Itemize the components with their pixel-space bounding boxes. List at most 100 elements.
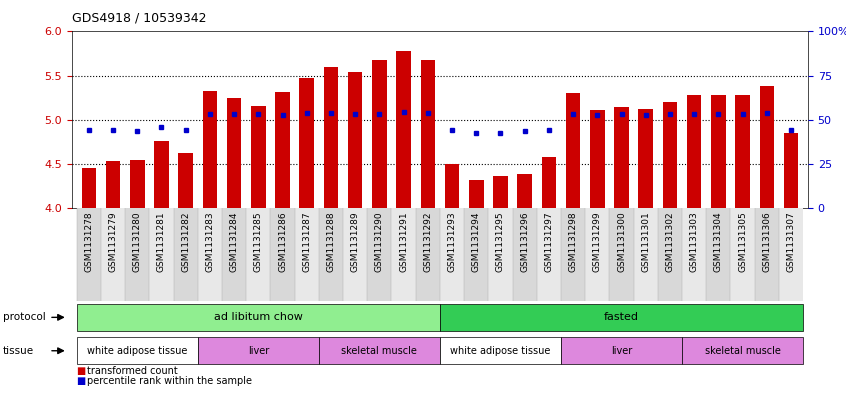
FancyBboxPatch shape <box>440 338 561 364</box>
Text: GSM1131292: GSM1131292 <box>423 211 432 272</box>
Bar <box>125 208 150 301</box>
Text: GSM1131287: GSM1131287 <box>302 211 311 272</box>
Text: GSM1131291: GSM1131291 <box>399 211 408 272</box>
Bar <box>198 208 222 301</box>
Text: GSM1131301: GSM1131301 <box>641 211 651 272</box>
Text: GSM1131302: GSM1131302 <box>666 211 674 272</box>
Text: GSM1131282: GSM1131282 <box>181 211 190 272</box>
Text: GSM1131278: GSM1131278 <box>85 211 93 272</box>
Text: percentile rank within the sample: percentile rank within the sample <box>87 376 252 386</box>
Bar <box>420 60 435 208</box>
Bar <box>634 208 658 301</box>
Bar <box>561 208 585 301</box>
Bar <box>469 180 484 208</box>
FancyBboxPatch shape <box>561 338 682 364</box>
Text: GSM1131299: GSM1131299 <box>593 211 602 272</box>
Bar <box>783 133 799 208</box>
Bar <box>609 208 634 301</box>
Text: liver: liver <box>248 346 269 356</box>
Bar <box>779 208 803 301</box>
Bar <box>662 102 677 208</box>
Bar <box>682 208 706 301</box>
Bar <box>294 208 319 301</box>
Bar <box>372 60 387 208</box>
Text: GSM1131280: GSM1131280 <box>133 211 142 272</box>
Bar <box>711 95 726 208</box>
FancyBboxPatch shape <box>77 304 440 331</box>
Bar <box>77 208 101 301</box>
FancyBboxPatch shape <box>319 338 440 364</box>
Bar <box>203 91 217 208</box>
Text: GSM1131307: GSM1131307 <box>787 211 795 272</box>
Text: tissue: tissue <box>3 346 34 356</box>
Bar <box>81 169 96 208</box>
Text: GSM1131293: GSM1131293 <box>448 211 457 272</box>
Text: GSM1131289: GSM1131289 <box>351 211 360 272</box>
FancyBboxPatch shape <box>440 304 803 331</box>
Text: GSM1131283: GSM1131283 <box>206 211 214 272</box>
Text: protocol: protocol <box>3 312 46 322</box>
Text: GSM1131304: GSM1131304 <box>714 211 722 272</box>
Bar <box>755 208 779 301</box>
Text: GSM1131288: GSM1131288 <box>327 211 336 272</box>
Text: GSM1131305: GSM1131305 <box>738 211 747 272</box>
Bar <box>179 152 193 208</box>
Text: ■: ■ <box>76 367 85 376</box>
Bar <box>343 208 367 301</box>
Text: GSM1131281: GSM1131281 <box>157 211 166 272</box>
Bar <box>299 78 314 208</box>
Text: ad libitum chow: ad libitum chow <box>214 312 303 322</box>
Bar <box>130 160 145 208</box>
Bar <box>348 72 362 208</box>
Bar <box>251 106 266 208</box>
Bar <box>614 107 629 208</box>
Bar <box>324 67 338 208</box>
Bar <box>415 208 440 301</box>
Text: GSM1131279: GSM1131279 <box>108 211 118 272</box>
Bar <box>735 95 750 208</box>
Bar <box>396 51 411 208</box>
FancyBboxPatch shape <box>682 338 803 364</box>
Bar <box>392 208 415 301</box>
Bar <box>730 208 755 301</box>
Bar <box>658 208 682 301</box>
Bar <box>590 110 605 208</box>
Text: GSM1131296: GSM1131296 <box>520 211 529 272</box>
FancyBboxPatch shape <box>198 338 319 364</box>
Text: GDS4918 / 10539342: GDS4918 / 10539342 <box>72 12 206 25</box>
Text: GSM1131295: GSM1131295 <box>496 211 505 272</box>
Text: GSM1131303: GSM1131303 <box>689 211 699 272</box>
Text: GSM1131300: GSM1131300 <box>617 211 626 272</box>
Bar <box>319 208 343 301</box>
Bar <box>687 95 701 208</box>
Text: transformed count: transformed count <box>87 367 178 376</box>
Bar <box>566 94 580 208</box>
Bar <box>518 174 532 208</box>
Bar <box>513 208 536 301</box>
Text: liver: liver <box>611 346 632 356</box>
Bar <box>246 208 271 301</box>
Text: GSM1131306: GSM1131306 <box>762 211 772 272</box>
Bar <box>706 208 730 301</box>
Text: GSM1131290: GSM1131290 <box>375 211 384 272</box>
Text: white adipose tissue: white adipose tissue <box>87 346 188 356</box>
Text: white adipose tissue: white adipose tissue <box>450 346 551 356</box>
Text: GSM1131286: GSM1131286 <box>278 211 287 272</box>
Text: GSM1131298: GSM1131298 <box>569 211 578 272</box>
Bar <box>639 109 653 208</box>
FancyBboxPatch shape <box>77 338 198 364</box>
Bar <box>106 162 120 208</box>
Bar <box>445 164 459 208</box>
Text: GSM1131294: GSM1131294 <box>472 211 481 272</box>
Bar <box>440 208 464 301</box>
Bar <box>585 208 609 301</box>
Bar <box>760 86 774 208</box>
Text: fasted: fasted <box>604 312 639 322</box>
Bar <box>173 208 198 301</box>
Bar <box>227 98 241 208</box>
Text: ■: ■ <box>76 376 85 386</box>
Bar <box>150 208 173 301</box>
Text: GSM1131297: GSM1131297 <box>544 211 553 272</box>
Bar <box>488 208 513 301</box>
Text: skeletal muscle: skeletal muscle <box>342 346 417 356</box>
